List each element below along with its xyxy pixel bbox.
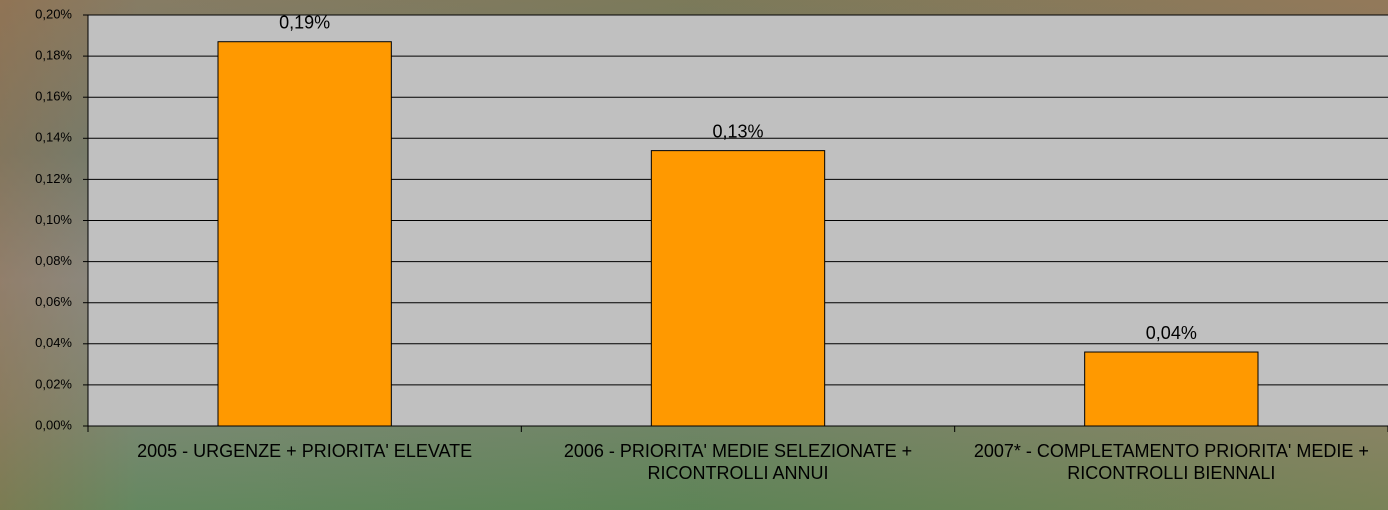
y-tick-label: 0,00%: [35, 417, 72, 432]
y-tick-label: 0,12%: [35, 171, 72, 186]
chart: 0,00% 0,02% 0,04% 0,06% 0,08% 0,10% 0,12% 0,14%…: [0, 0, 1388, 510]
y-tick-label: 0,02%: [35, 376, 72, 391]
chart-svg: 0,00% 0,02% 0,04% 0,06% 0,08% 0,10% 0,12% 0,14%…: [0, 0, 1388, 510]
value-label: 0,19%: [279, 12, 330, 32]
x-tick-label: 2006 - PRIORITA' MEDIE SELEZIONATE + RIC…: [533, 440, 943, 484]
bar: [1085, 352, 1258, 426]
y-tick-label: 0,08%: [35, 253, 72, 268]
y-tick-label: 0,20%: [35, 6, 72, 21]
x-tick-label: 2007* - COMPLETAMENTO PRIORITA' MEDIE + …: [966, 440, 1376, 484]
y-tick-label: 0,10%: [35, 212, 72, 227]
y-tick-label: 0,18%: [35, 48, 72, 63]
value-label: 0,13%: [712, 121, 763, 141]
y-tick-label: 0,04%: [35, 335, 72, 350]
y-tick-label: 0,06%: [35, 294, 72, 309]
y-tick-label: 0,14%: [35, 130, 72, 145]
bar: [651, 151, 824, 426]
x-tick-label: 2005 - URGENZE + PRIORITA' ELEVATE: [100, 440, 510, 462]
value-label: 0,04%: [1146, 323, 1197, 343]
y-tick-label: 0,16%: [35, 89, 72, 104]
bar: [218, 42, 391, 426]
